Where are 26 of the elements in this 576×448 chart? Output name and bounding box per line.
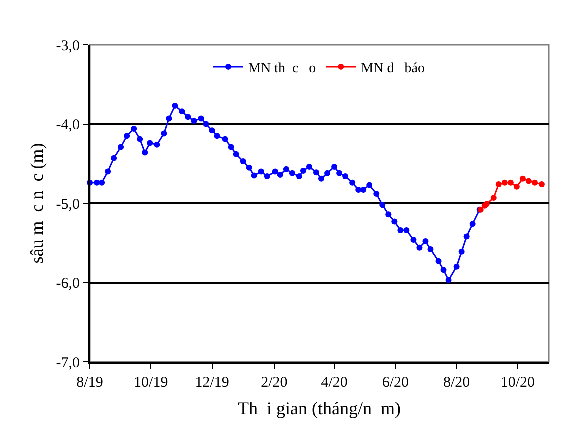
x-tick-label: 10/19: [134, 375, 168, 391]
x-tick-label: 2/20: [261, 375, 288, 391]
point: [526, 178, 532, 184]
point: [490, 194, 497, 201]
x-tick-label: 10/20: [500, 375, 536, 391]
legend-label: MN d báo: [361, 61, 425, 76]
x-tick-label: 6/20: [382, 375, 410, 391]
y-tick-label: -6,0: [56, 276, 80, 292]
point: [502, 180, 508, 186]
y-tick-label: -5,0: [56, 196, 80, 213]
point: [538, 181, 545, 188]
point: [520, 176, 526, 182]
point: [514, 184, 520, 190]
point: [532, 180, 538, 186]
y-tick-label: -7,0: [56, 355, 80, 372]
y-tick-label: -3,0: [56, 38, 80, 54]
y-tick-label: -4,0: [56, 118, 80, 134]
legend-label: MN th c o: [248, 61, 316, 76]
point: [496, 181, 502, 188]
x-axis-title: Th i gian (tháng/n m): [238, 398, 401, 419]
y-axis-title: sâu m c n c (m): [26, 143, 47, 264]
x-tick-label: 4/20: [321, 375, 348, 391]
x-tick-label: 8/19: [76, 375, 104, 391]
x-tick-label: 12/19: [195, 375, 230, 391]
x-tick-label: 8/20: [443, 375, 470, 391]
point: [508, 180, 514, 186]
